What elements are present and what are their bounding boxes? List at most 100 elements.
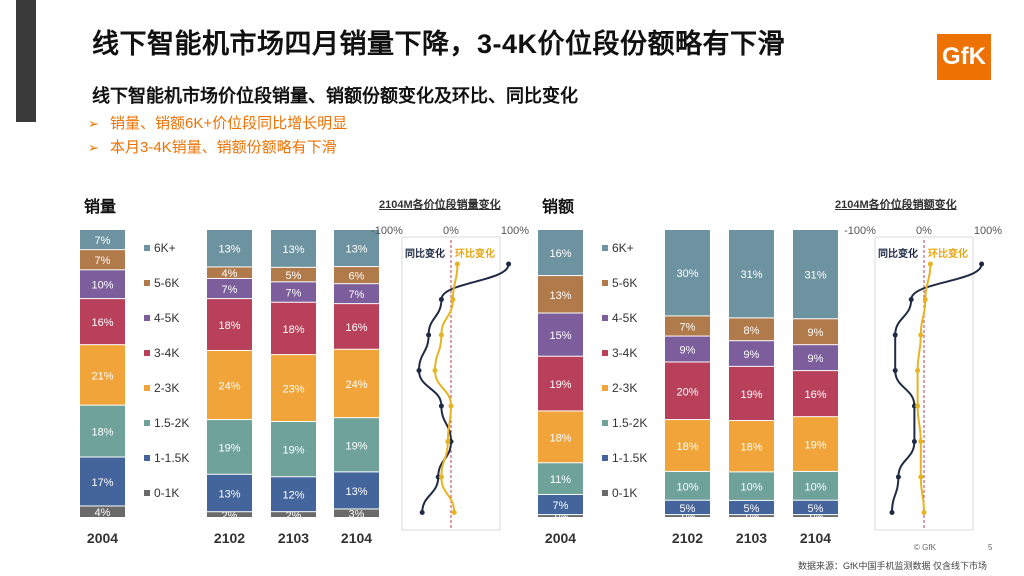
bar-segment	[271, 267, 316, 282]
legend-mom: 环比变化	[455, 247, 495, 260]
yoy-point	[426, 332, 432, 338]
bar-segment	[207, 230, 252, 267]
bar-segment	[793, 371, 838, 417]
bar-segment	[334, 284, 379, 304]
bar-segment	[207, 512, 252, 517]
mom-point	[921, 510, 927, 515]
bar-segment	[80, 270, 125, 299]
bar-data-label: 13%	[282, 244, 304, 256]
bullet-item: ➢ 本月3-4K销量、销额份额略有下滑	[88, 136, 347, 160]
volume-panel-label: 销量	[84, 199, 117, 216]
category-label: 2104	[341, 530, 372, 546]
axis-tick-label: 0%	[443, 225, 459, 237]
mom-point	[918, 332, 924, 338]
bar-segment	[665, 420, 710, 471]
legend-label: 3-4K	[612, 346, 637, 360]
bar-data-label: 1%	[680, 512, 696, 524]
accent-bar	[16, 0, 36, 122]
bar-segment	[729, 421, 774, 472]
arrow-bullet-icon: ➢	[88, 116, 99, 131]
legend-swatch	[602, 245, 608, 251]
yoy-point	[438, 297, 444, 302]
bar-segment	[80, 230, 125, 250]
mom-point	[438, 474, 444, 480]
bar-segment	[729, 341, 774, 366]
bar-segment	[793, 230, 838, 319]
yoy-point	[889, 510, 895, 515]
bar-data-label: 19%	[740, 389, 762, 401]
page-title: 线下智能机市场四月销量下降，3-4K价位段份额略有下滑	[92, 29, 786, 59]
legend-label: 6K+	[154, 241, 176, 255]
bar-segment	[665, 515, 710, 517]
mom-point	[918, 474, 924, 480]
legend-yoy: 同比变化	[878, 247, 918, 260]
bar-segment	[793, 417, 838, 471]
mom-change-line	[916, 263, 932, 513]
bar-data-label: 31%	[804, 270, 826, 282]
gfk-logo: GfK	[937, 34, 991, 80]
mom-point	[927, 261, 933, 267]
mom-change-line	[433, 263, 459, 513]
value-change-title: 2104M各价位段销额变化	[835, 199, 957, 211]
volume-change-title: 2104M各价位段销量变化	[379, 199, 501, 211]
bar-data-label: 11%	[550, 474, 571, 486]
bar-data-label: 7%	[95, 255, 111, 267]
legend-label: 4-5K	[612, 311, 637, 325]
legend-swatch	[602, 455, 608, 461]
bar-segment	[80, 506, 125, 517]
legend-swatch	[602, 280, 608, 286]
bar-segment	[207, 299, 252, 350]
bar-segment	[665, 316, 710, 336]
category-label: 2103	[278, 530, 309, 546]
bar-segment	[271, 355, 316, 421]
axis-tick-label: 100%	[501, 225, 529, 237]
bar-segment	[665, 230, 710, 316]
bar-segment	[665, 500, 710, 515]
yoy-point	[416, 368, 422, 373]
bar-segment	[271, 477, 316, 512]
bar-data-label: 9%	[808, 327, 824, 339]
bar-data-label: 5%	[744, 503, 760, 515]
legend-label: 5-6K	[612, 276, 637, 290]
bar-segment	[207, 474, 252, 512]
legend-swatch	[602, 490, 608, 496]
mom-point	[915, 403, 921, 409]
legend-swatch	[144, 490, 150, 496]
arrow-bullet-icon: ➢	[88, 140, 99, 155]
bar-data-label: 13%	[345, 244, 367, 256]
bar-segment	[729, 230, 774, 318]
bar-data-label: 1%	[553, 512, 569, 524]
bar-segment	[271, 302, 316, 355]
yoy-point	[979, 261, 985, 267]
bar-segment	[793, 319, 838, 345]
bar-data-label: 18%	[282, 324, 304, 336]
bar-data-label: 4%	[222, 268, 238, 280]
data-source: 数据来源：GfK中国手机监测数据 仅含线下市场	[798, 561, 988, 571]
bar-segment	[334, 472, 379, 509]
value-panel-label: 销额	[542, 199, 575, 216]
legend-swatch	[144, 315, 150, 321]
yoy-point	[895, 474, 901, 480]
bullet-list: ➢ 销量、销额6K+价位段同比增长明显 ➢ 本月3-4K销量、销额份额略有下滑	[88, 112, 347, 160]
bar-segment	[538, 494, 583, 515]
bar-data-label: 1%	[744, 512, 760, 524]
bar-data-label: 5%	[808, 503, 824, 515]
bar-segment	[729, 500, 774, 515]
bar-segment	[538, 230, 583, 276]
bar-segment	[665, 471, 710, 500]
bar-data-label: 24%	[345, 379, 367, 391]
bar-data-label: 18%	[676, 441, 698, 453]
mom-point	[432, 368, 438, 373]
bar-segment	[793, 515, 838, 517]
category-label: 2102	[214, 530, 245, 546]
bar-segment	[793, 500, 838, 515]
bar-segment	[538, 515, 583, 517]
bar-segment	[80, 299, 125, 345]
bar-segment	[207, 420, 252, 474]
bar-data-label: 10%	[804, 481, 826, 493]
bar-segment	[334, 349, 379, 418]
bar-data-label: 7%	[680, 321, 696, 333]
mom-point	[448, 403, 454, 409]
mom-point	[915, 368, 921, 373]
yoy-point	[911, 439, 917, 444]
